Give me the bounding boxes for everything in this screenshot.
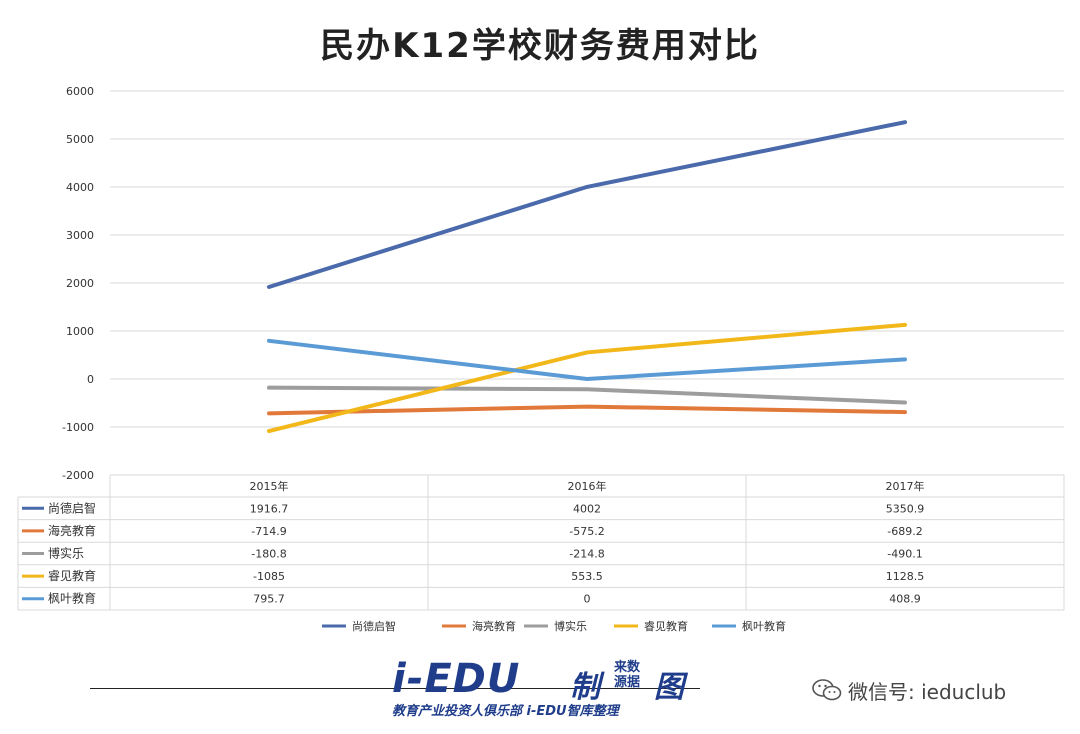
table-row-label: 海亮教育 (48, 523, 96, 538)
x-category-label: 2016年 (568, 479, 607, 493)
logo-source-line1: 来数 (614, 660, 641, 675)
logo-source-text: 来数 源据 (614, 660, 654, 690)
footer-divider (90, 688, 700, 689)
legend-label: 博实乐 (554, 619, 587, 633)
table-cell-value: 553.5 (571, 570, 603, 583)
wechat-icon (812, 679, 842, 701)
table-row-label: 睿见教育 (48, 568, 96, 583)
legend-label: 枫叶教育 (742, 619, 786, 633)
y-tick-label: 0 (87, 373, 94, 386)
table-cell-value: -689.2 (887, 525, 922, 538)
y-tick-label: 3000 (66, 229, 94, 242)
table-cell-value: -575.2 (569, 525, 604, 538)
y-tick-label: 6000 (66, 85, 94, 98)
wechat-id: 微信号: ieduclub (812, 676, 1006, 704)
y-axis-ticks: -2000 -1000 0 1000 2000 3000 4000 5000 6000 (62, 85, 94, 482)
logo-main-text: i-EDU (392, 656, 521, 702)
table-cell-value: -214.8 (569, 548, 604, 561)
table-cell-value: -1085 (253, 570, 285, 583)
legend-label: 睿见教育 (644, 619, 688, 633)
table-cell-value: 4002 (573, 502, 601, 515)
chart-title: 民办K12学校财务费用对比 (320, 26, 760, 66)
y-tick-label: -1000 (62, 421, 94, 434)
series-line (267, 338, 907, 381)
table-cell-value: 408.9 (889, 593, 921, 606)
y-tick-label: 2000 (66, 277, 94, 290)
series-line (267, 385, 907, 405)
table-row-label: 博实乐 (48, 546, 84, 561)
series-line (267, 404, 907, 416)
logo-subtitle: 教育产业投资人俱乐部 i-EDU智库整理 (392, 704, 619, 719)
x-category-label: 2015年 (250, 479, 289, 493)
table-cell-value: -180.8 (251, 548, 286, 561)
y-tick-label: 4000 (66, 181, 94, 194)
gridlines (110, 90, 1064, 476)
y-tick-label: -2000 (62, 469, 94, 482)
wechat-text: 微信号: ieduclub (848, 679, 1007, 704)
logo-zhi-text: 制 (570, 670, 600, 705)
table-cell-value: -490.1 (887, 548, 922, 561)
series-line (267, 120, 907, 289)
iedu-logo: i-EDU 制 来数 源据 图 教育产业投资人俱乐部 i-EDU智库整理 (392, 656, 692, 719)
y-tick-label: 5000 (66, 133, 94, 146)
table-cell-value: 5350.9 (886, 502, 925, 515)
legend-label: 尚德启智 (352, 619, 396, 633)
table-cell-value: 1916.7 (250, 502, 289, 515)
table-cell-value: 0 (584, 593, 591, 606)
table-cell-value: -714.9 (251, 525, 286, 538)
table-row-label: 枫叶教育 (48, 591, 96, 606)
logo-source-line2: 源据 (614, 675, 641, 690)
logo-tu-text: 图 (654, 670, 684, 705)
table-row-label: 尚德启智 (48, 500, 96, 515)
legend: 尚德启智 海亮教育 博实乐 睿见教育 枫叶教育 (322, 619, 786, 633)
y-tick-label: 1000 (66, 325, 94, 338)
table-cell-value: 1128.5 (886, 570, 925, 583)
x-category-label: 2017年 (886, 479, 925, 493)
series-lines (267, 120, 907, 434)
legend-label: 海亮教育 (472, 619, 516, 633)
series-line (267, 322, 907, 434)
table-cell-value: 795.7 (253, 593, 285, 606)
